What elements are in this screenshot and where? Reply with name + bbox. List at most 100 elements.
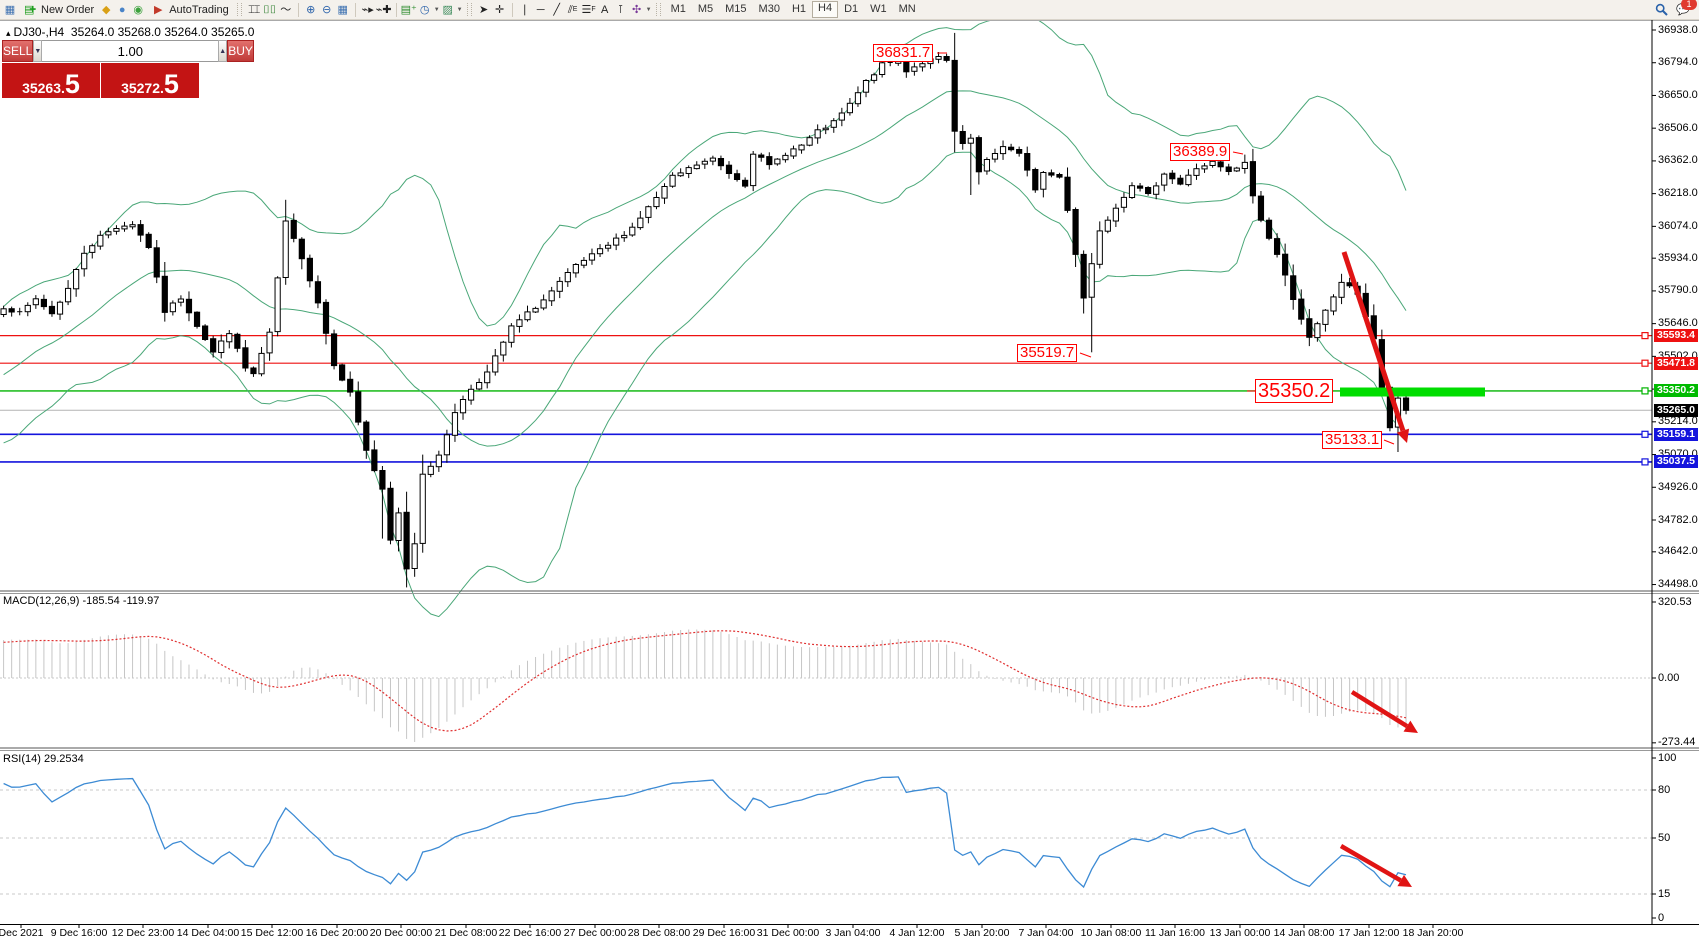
new-order-button[interactable]: ▤ ✚ New Order (18, 1, 98, 18)
time-axis-label: 29 Dec 16:00 (692, 927, 756, 939)
price-tick-label: 35934.0 (1658, 251, 1698, 264)
time-axis-label: Dec 2021 (0, 927, 44, 939)
main-toolbar: ▦ ▤ ✚ New Order ◆ ● ◉ ▶ AutoTrading ⌶⌶ ⌷⌷… (0, 0, 1699, 20)
bar-chart-icon[interactable]: ⌶⌶ (248, 3, 260, 16)
price-line-badge: 35159.1 (1654, 427, 1698, 441)
new-order-icon: ▤ ✚ (23, 3, 37, 16)
price-annotation[interactable]: 35519.7 (1017, 344, 1078, 362)
tf-m15[interactable]: M15 (725, 3, 747, 15)
chart-bullet-icon: ▴ (6, 28, 11, 38)
equidistant-channel-icon[interactable]: ⫽ E (567, 3, 578, 16)
tf-h4[interactable]: H4 (812, 1, 839, 18)
templates-icon[interactable]: ▨ (442, 3, 453, 16)
price-annotation[interactable]: 36389.9 (1170, 143, 1231, 161)
time-axis-label: 7 Jan 04:00 (1018, 927, 1074, 939)
toolbar-separator (297, 2, 299, 17)
fibonacci-icon[interactable]: ☰ F (581, 3, 596, 16)
ask-dot: . (160, 80, 164, 96)
volume-input[interactable] (42, 40, 219, 62)
price-tick-label: 36794.0 (1658, 56, 1698, 69)
zoom-out-icon[interactable]: ⊖ (322, 3, 332, 16)
periods-icon[interactable]: ◷ (419, 3, 430, 16)
rsi-scale-label: 80 (1658, 783, 1671, 796)
ask-price-display[interactable]: 35272. 5 (101, 63, 199, 98)
toolbar-grip (655, 3, 661, 16)
time-axis-label: 5 Jan 20:00 (954, 927, 1010, 939)
cursor-icon[interactable]: ➤ (479, 3, 489, 16)
price-line-badge: 35471.8 (1654, 356, 1698, 370)
mql5-community-icon[interactable]: ● (118, 3, 126, 16)
periods-caret-icon[interactable]: ▼ (433, 6, 440, 13)
indicators-icon[interactable]: ▤⁺ (400, 3, 417, 16)
chart-window-icon[interactable]: ▦ (4, 3, 16, 16)
macd-scale-label: 0.00 (1658, 671, 1680, 684)
search-icon[interactable] (1653, 2, 1669, 18)
tf-mn[interactable]: MN (898, 3, 916, 15)
autotrading-label: AutoTrading (169, 3, 229, 16)
sell-button[interactable]: SELL (2, 40, 34, 62)
price-tick-label: 34642.0 (1658, 545, 1698, 558)
new-order-label: New Order (41, 3, 95, 16)
macd-scale-label: 320.53 (1658, 595, 1692, 608)
time-axis-label: 22 Dec 16:00 (498, 927, 562, 939)
auto-scroll-icon[interactable]: ⌁▸ (361, 3, 374, 16)
toolbar-grip (466, 3, 472, 16)
price-tick-label: 34782.0 (1658, 513, 1698, 526)
price-tick-label: 36650.0 (1658, 88, 1698, 101)
time-axis-label: 28 Dec 08:00 (627, 927, 691, 939)
chart-shift-icon[interactable]: ⌁✚ (375, 3, 392, 16)
time-axis-label: 13 Jan 00:00 (1209, 927, 1271, 939)
autotrading-icon: ▶ (153, 3, 163, 16)
tf-d1[interactable]: D1 (844, 3, 859, 15)
tf-m5[interactable]: M5 (697, 3, 714, 15)
price-annotation[interactable]: 36831.7 (873, 44, 934, 62)
time-axis-label: 18 Jan 20:00 (1402, 927, 1464, 939)
price-annotation[interactable]: 35133.1 (1322, 431, 1383, 449)
time-axis-label: 16 Dec 20:00 (305, 927, 369, 939)
symbol-period: DJ30-,H4 (13, 25, 65, 39)
toolbar-separator (354, 2, 356, 17)
arrows-icon[interactable]: ✣ (632, 3, 642, 16)
templates-caret-icon[interactable]: ▼ (456, 6, 463, 13)
time-axis-label: 15 Dec 12:00 (240, 927, 304, 939)
zoom-in-icon[interactable]: ⊕ (306, 3, 316, 16)
toolbar-separator (395, 2, 397, 17)
text-icon[interactable]: A (600, 3, 609, 16)
tf-m30[interactable]: M30 (758, 3, 780, 15)
candlestick-chart-icon[interactable]: ⌷⌷ (263, 3, 277, 16)
rsi-scale-label: 100 (1658, 751, 1677, 764)
vertical-line-icon[interactable]: ∣ (521, 3, 528, 16)
time-axis-label: 17 Jan 12:00 (1338, 927, 1400, 939)
price-annotation[interactable]: 35350.2 (1255, 379, 1334, 403)
price-tick-label: 35646.0 (1658, 317, 1698, 330)
macd-scale-label: -273.44 (1658, 736, 1696, 749)
buy-button[interactable]: BUY (227, 40, 254, 62)
tf-w1[interactable]: W1 (870, 3, 887, 15)
volume-decrease-button[interactable]: ▼ (33, 40, 43, 62)
bid-price-display[interactable]: 35263. 5 (2, 63, 100, 98)
bid-main: 35263 (22, 80, 61, 96)
crosshair-icon[interactable]: ✛ (495, 3, 505, 16)
time-axis-label: 3 Jan 04:00 (825, 927, 881, 939)
line-chart-icon[interactable]: 〜 (280, 3, 292, 16)
tf-h1[interactable]: H1 (791, 3, 807, 15)
chat-icon[interactable]: 💬 1 (1675, 0, 1697, 18)
autotrading-button[interactable]: ▶ AutoTrading (146, 1, 233, 18)
arrows-caret-icon[interactable]: ▼ (645, 6, 652, 13)
chart-ohlc-header: ▴ DJ30-,H4 35264.0 35268.0 35264.0 35265.… (6, 25, 254, 39)
tile-windows-icon[interactable]: ▦ (337, 3, 348, 16)
signals-icon[interactable]: ◉ (133, 3, 143, 16)
text-label-icon[interactable]: ⊺ (617, 3, 624, 16)
price-line-badge: 35350.2 (1654, 384, 1698, 398)
price-tick-label: 36506.0 (1658, 121, 1698, 134)
time-axis-label: 31 Dec 00:00 (756, 927, 820, 939)
trendline-icon[interactable]: ╱ (553, 3, 560, 16)
volume-increase-button[interactable]: ▲ (218, 40, 228, 62)
chart-canvas[interactable] (0, 20, 1699, 940)
price-tick-label: 36938.0 (1658, 23, 1698, 36)
tf-m1[interactable]: M1 (670, 3, 686, 15)
rsi-scale-label: 50 (1658, 831, 1671, 844)
horizontal-line-icon[interactable]: ─ (536, 3, 545, 16)
market-gold-icon[interactable]: ◆ (101, 3, 111, 16)
toolbar-grip (236, 3, 242, 16)
